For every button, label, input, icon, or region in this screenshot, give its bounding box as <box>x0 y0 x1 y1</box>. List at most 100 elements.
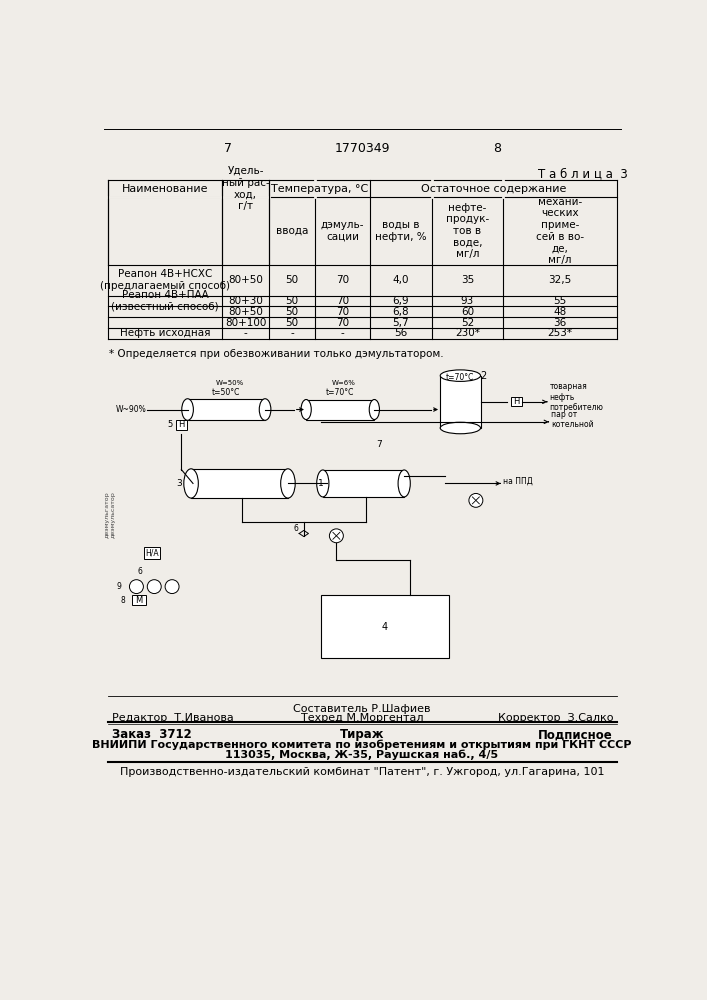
Text: 6,8: 6,8 <box>392 307 409 317</box>
Text: 70: 70 <box>336 296 349 306</box>
Text: 3: 3 <box>176 479 182 488</box>
Ellipse shape <box>369 400 380 420</box>
Text: 4,0: 4,0 <box>392 275 409 285</box>
Text: 50: 50 <box>286 275 299 285</box>
Text: W~90%: W~90% <box>115 405 146 414</box>
Text: 2: 2 <box>481 371 486 381</box>
Text: 230*: 230* <box>455 328 480 338</box>
Text: 93: 93 <box>461 296 474 306</box>
Ellipse shape <box>259 399 271 420</box>
Text: 70: 70 <box>336 275 349 285</box>
Bar <box>191 469 288 498</box>
Ellipse shape <box>317 470 329 497</box>
Text: 80+50: 80+50 <box>228 307 263 317</box>
Text: Редактор  Т.Иванова: Редактор Т.Иванова <box>112 713 233 723</box>
Text: -: - <box>341 328 344 338</box>
Text: Подписное: Подписное <box>538 728 613 741</box>
Ellipse shape <box>281 469 296 498</box>
Text: * Определяется при обезвоживании только дэмультатором.: * Определяется при обезвоживании только … <box>110 349 444 359</box>
Text: 80+30: 80+30 <box>228 296 263 306</box>
Text: 60: 60 <box>461 307 474 317</box>
Text: Удель-
ный рас-
ход,
г/т: Удель- ный рас- ход, г/т <box>222 166 269 211</box>
Text: Производственно-издательский комбинат "Патент", г. Ужгород, ул.Гагарина, 101: Производственно-издательский комбинат "П… <box>119 767 604 777</box>
Text: 8: 8 <box>121 596 126 605</box>
Text: 5: 5 <box>167 420 173 429</box>
Text: на ППД: на ППД <box>503 477 533 486</box>
Text: 80+50: 80+50 <box>228 275 263 285</box>
Text: Н/А: Н/А <box>145 548 159 557</box>
Text: 50: 50 <box>286 307 299 317</box>
Text: 35: 35 <box>461 275 474 285</box>
Text: t=50°C: t=50°C <box>212 388 240 397</box>
Ellipse shape <box>440 422 481 434</box>
Text: 56: 56 <box>394 328 407 338</box>
Text: Тираж: Тираж <box>339 728 384 741</box>
Text: ввода: ввода <box>276 226 308 236</box>
Bar <box>321 595 449 658</box>
Bar <box>187 399 265 420</box>
Bar <box>510 397 522 406</box>
Text: 7: 7 <box>224 142 232 155</box>
Text: 50: 50 <box>286 296 299 306</box>
Text: W=6%: W=6% <box>332 380 356 386</box>
Text: Корректор  З.Салко: Корректор З.Салко <box>498 713 613 723</box>
Bar <box>306 400 374 420</box>
Text: Реапон 4В+ПАА
(известный способ): Реапон 4В+ПАА (известный способ) <box>111 290 219 312</box>
Text: товарная
нефть
потребителю: товарная нефть потребителю <box>549 382 603 412</box>
Text: 50: 50 <box>286 318 299 328</box>
Text: 1: 1 <box>318 479 324 488</box>
Text: Реапон 4В+НСХС
(предлагаемый способ): Реапон 4В+НСХС (предлагаемый способ) <box>100 269 230 291</box>
Text: 32,5: 32,5 <box>549 275 571 285</box>
Text: 6,9: 6,9 <box>392 296 409 306</box>
Text: дэмуль-
сации: дэмуль- сации <box>321 220 364 242</box>
Text: Н: Н <box>178 420 185 429</box>
Text: 4: 4 <box>381 622 387 632</box>
Text: 1770349: 1770349 <box>334 142 390 155</box>
Text: нефте-
продук-
тов в
воде,
мг/л: нефте- продук- тов в воде, мг/л <box>445 203 489 259</box>
Text: W=50%: W=50% <box>216 380 245 386</box>
Text: деэмульгатор
деэмульсатор: деэмульгатор деэмульсатор <box>105 491 115 538</box>
Text: 9: 9 <box>117 582 122 591</box>
Text: Т а б л и ц а  3: Т а б л и ц а 3 <box>538 168 628 181</box>
Text: 52: 52 <box>461 318 474 328</box>
Text: 6: 6 <box>293 524 298 533</box>
Text: t=70°C: t=70°C <box>326 388 354 397</box>
Text: 80+100: 80+100 <box>225 318 267 328</box>
Text: 70: 70 <box>336 307 349 317</box>
Text: Техред М.Моргентал: Техред М.Моргентал <box>300 713 423 723</box>
Text: 253*: 253* <box>547 328 573 338</box>
Text: Наименование: Наименование <box>122 184 209 194</box>
Text: Нефть исходная: Нефть исходная <box>120 328 211 338</box>
Text: воды в
нефти, %: воды в нефти, % <box>375 220 426 242</box>
Text: 48: 48 <box>554 307 566 317</box>
Circle shape <box>469 493 483 507</box>
Text: ВНИИПИ Государственного комитета по изобретениям и открытиям при ГКНТ СССР: ВНИИПИ Государственного комитета по изоб… <box>92 739 631 750</box>
Ellipse shape <box>440 370 481 381</box>
Bar <box>440 376 481 428</box>
Text: Н: Н <box>513 397 520 406</box>
Bar <box>323 470 404 497</box>
Text: 8: 8 <box>493 142 501 155</box>
Text: М: М <box>135 596 142 605</box>
Text: -: - <box>291 328 294 338</box>
Text: 113035, Москва, Ж-35, Раушская наб., 4/5: 113035, Москва, Ж-35, Раушская наб., 4/5 <box>226 749 498 760</box>
Circle shape <box>147 580 161 594</box>
Ellipse shape <box>398 470 410 497</box>
Text: пар от
котельной: пар от котельной <box>551 410 594 429</box>
Bar <box>176 420 187 430</box>
Ellipse shape <box>182 399 194 420</box>
Text: механи-
ческих
приме-
сей в во-
де,
мг/л: механи- ческих приме- сей в во- де, мг/л <box>536 197 584 265</box>
Text: -: - <box>244 328 247 338</box>
Circle shape <box>329 529 344 543</box>
Text: t=70°C: t=70°C <box>446 373 474 382</box>
Ellipse shape <box>301 400 311 420</box>
Text: 36: 36 <box>554 318 566 328</box>
Text: Заказ  3712: Заказ 3712 <box>112 728 192 741</box>
Text: 70: 70 <box>336 318 349 328</box>
Ellipse shape <box>184 469 199 498</box>
Text: 7: 7 <box>376 440 382 449</box>
Text: Составитель Р.Шафиев: Составитель Р.Шафиев <box>293 704 431 714</box>
Circle shape <box>165 580 179 594</box>
Text: Температура, °С: Температура, °С <box>271 184 368 194</box>
Bar <box>132 595 146 605</box>
